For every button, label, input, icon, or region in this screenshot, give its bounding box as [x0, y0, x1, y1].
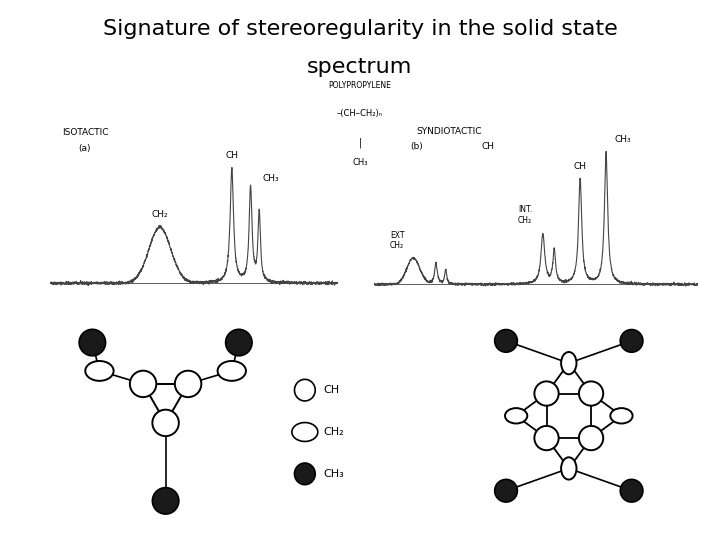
Text: POLYPROPYLENE: POLYPROPYLENE: [328, 81, 392, 90]
Ellipse shape: [505, 408, 527, 423]
Circle shape: [534, 381, 559, 406]
Text: EXT
CH₂: EXT CH₂: [390, 231, 405, 250]
Text: CH: CH: [225, 151, 238, 160]
Text: CH₂: CH₂: [151, 210, 168, 219]
Circle shape: [153, 488, 179, 514]
Text: (b): (b): [410, 142, 423, 151]
Text: Signature of stereoregularity in the solid state: Signature of stereoregularity in the sol…: [103, 19, 617, 39]
Ellipse shape: [217, 361, 246, 381]
Ellipse shape: [611, 408, 633, 423]
Circle shape: [294, 463, 315, 485]
Text: CH: CH: [574, 163, 587, 171]
Circle shape: [153, 410, 179, 436]
Text: ISOTACTIC: ISOTACTIC: [62, 127, 108, 137]
Text: CH₃: CH₃: [262, 174, 279, 183]
Text: CH₃: CH₃: [352, 158, 368, 167]
Circle shape: [495, 329, 518, 352]
Circle shape: [130, 370, 156, 397]
Text: INT.
CH₂: INT. CH₂: [518, 206, 532, 225]
Text: SYNDIOTACTIC: SYNDIOTACTIC: [416, 126, 482, 136]
Circle shape: [620, 329, 643, 352]
Circle shape: [579, 426, 603, 450]
Text: –(CH–CH₂)ₙ: –(CH–CH₂)ₙ: [337, 109, 383, 118]
Text: CH₃: CH₃: [614, 135, 631, 144]
Circle shape: [534, 426, 559, 450]
Text: CH₃: CH₃: [323, 469, 343, 479]
Text: spectrum: spectrum: [307, 57, 413, 77]
Text: (a): (a): [78, 144, 91, 153]
Text: CH: CH: [323, 385, 339, 395]
Circle shape: [620, 480, 643, 502]
Text: CH: CH: [481, 142, 495, 151]
Circle shape: [225, 329, 252, 356]
Circle shape: [495, 480, 518, 502]
Ellipse shape: [292, 422, 318, 442]
Ellipse shape: [561, 457, 577, 480]
Ellipse shape: [561, 352, 577, 374]
Text: |: |: [359, 138, 361, 148]
Circle shape: [294, 379, 315, 401]
Text: CH₂: CH₂: [323, 427, 343, 437]
Circle shape: [579, 381, 603, 406]
Ellipse shape: [85, 361, 114, 381]
Circle shape: [79, 329, 106, 356]
Circle shape: [175, 370, 202, 397]
